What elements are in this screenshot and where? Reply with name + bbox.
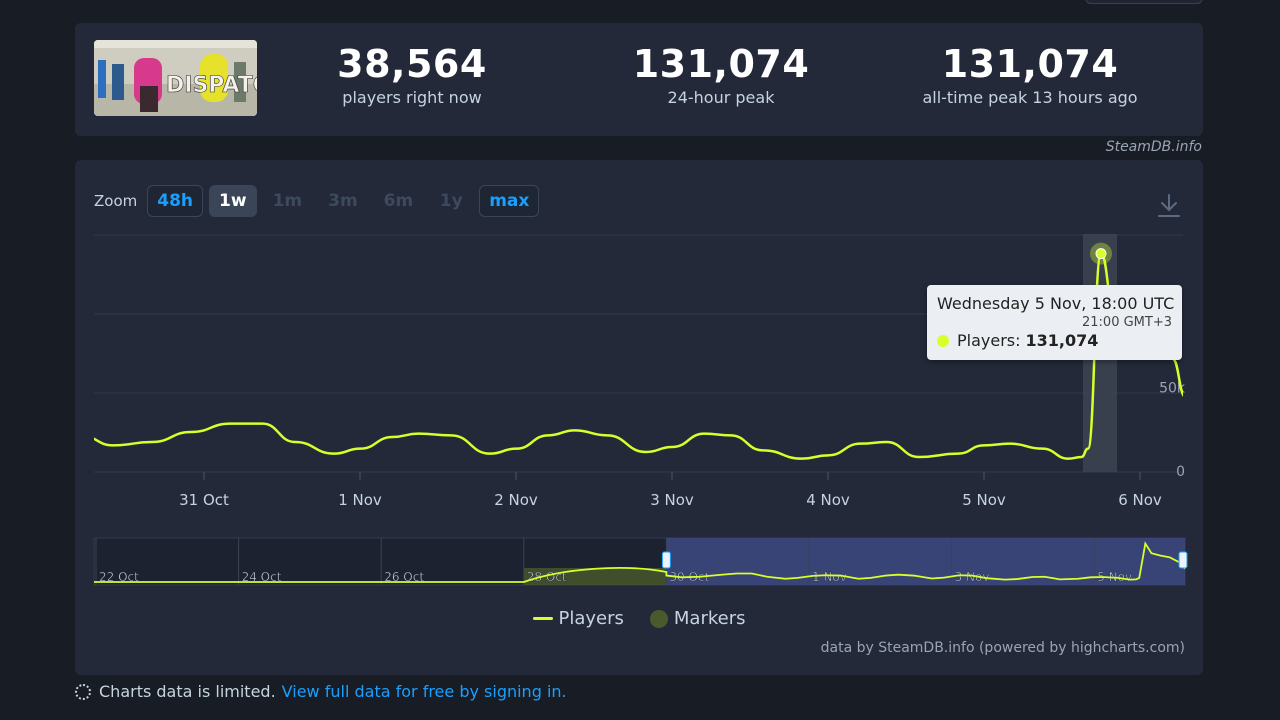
zoom-button-1w[interactable]: 1w — [209, 185, 257, 217]
x-tick-label: 3 Nov — [650, 491, 694, 509]
navigator-tick-label: 26 Oct — [384, 570, 424, 584]
game-logo-text: DISPATCH — [166, 73, 257, 98]
tooltip-series-label: Players: — [957, 331, 1021, 350]
tooltip-subtitle: 21:00 GMT+3 — [1082, 315, 1172, 330]
navigator-handle-right[interactable] — [1178, 551, 1188, 569]
navigator-tick-label: 3 Nov — [955, 570, 990, 584]
game-thumbnail-art: DISPATCH — [94, 40, 257, 116]
navigator-handle-left[interactable] — [661, 551, 671, 569]
footer-notice: Charts data is limited. View full data f… — [75, 682, 567, 701]
zoom-button-max[interactable]: max — [479, 185, 540, 217]
tooltip-row: Players: 131,074 — [937, 331, 1098, 350]
player-count-chart[interactable]: 31 Oct 1 Nov 2 Nov 3 Nov 4 Nov 5 Nov 6 Nov050k… — [75, 160, 1203, 600]
stat-label: all-time peak 13 hours ago — [922, 88, 1138, 107]
stat-all-time-peak: 131,074 all-time peak 13 hours ago — [900, 41, 1160, 108]
navigator-tick-label: 22 Oct — [99, 570, 139, 584]
steamdb-credit[interactable]: SteamDB.info — [1105, 139, 1202, 155]
chart-legend: Players Markers — [75, 608, 1203, 629]
tooltip-value: 131,074 — [1025, 331, 1099, 350]
chart-panel: Zoom 48h 1w 1m 3m 6m 1y max 31 Oct 1 Nov 2 Nov 3 … — [75, 160, 1203, 675]
navigator-tick-label: 24 Oct — [242, 570, 282, 584]
zoom-button-3m: 3m — [328, 191, 358, 211]
x-tick-label: 5 Nov — [962, 491, 1006, 509]
stat-value: 131,074 — [632, 42, 810, 86]
stat-current-players: 38,564 players right now — [282, 41, 542, 108]
zoom-button-48h[interactable]: 48h — [147, 185, 204, 217]
legend-item-players[interactable]: Players — [532, 608, 624, 629]
legend-line-icon — [532, 617, 553, 620]
stats-panel: DISPATCH 38,564 players right now 131,07… — [75, 23, 1203, 136]
tooltip-series-dot — [937, 334, 949, 347]
chart-credit[interactable]: data by SteamDB.info (powered by highcha… — [820, 640, 1185, 656]
stat-value: 131,074 — [941, 42, 1119, 86]
navigator-series-line — [94, 541, 1186, 583]
game-thumbnail[interactable]: DISPATCH — [94, 40, 257, 116]
x-tick-label: 31 Oct — [179, 491, 229, 509]
stat-value: 38,564 — [337, 42, 487, 86]
highlight-point[interactable] — [1095, 248, 1107, 260]
download-icon[interactable] — [1157, 193, 1181, 219]
zoom-controls: Zoom 48h 1w 1m 3m 6m 1y max — [94, 184, 545, 218]
legend-label: Players — [558, 608, 624, 629]
x-tick-label: 4 Nov — [806, 491, 850, 509]
legend-label: Markers — [673, 608, 746, 629]
zoom-label: Zoom — [94, 192, 138, 210]
tooltip-title: Wednesday 5 Nov, 18:00 UTC — [937, 294, 1175, 313]
stat-label: 24-hour peak — [667, 88, 775, 107]
stat-24h-peak: 131,074 24-hour peak — [591, 41, 851, 108]
stat-label: players right now — [342, 88, 482, 107]
chart-tooltip: Wednesday 5 Nov, 18:00 UTC 21:00 GMT+3 P… — [927, 285, 1182, 360]
footer-text: Charts data is limited. — [99, 682, 276, 701]
navigator-tick-label: 1 Nov — [812, 570, 847, 584]
top-control[interactable] — [1085, 0, 1203, 4]
zoom-button-1m: 1m — [272, 191, 303, 211]
x-tick-label: 6 Nov — [1118, 491, 1162, 509]
zoom-button-1y: 1y — [439, 191, 463, 211]
legend-dot-icon — [649, 609, 668, 628]
limited-data-icon — [75, 683, 91, 700]
legend-item-markers[interactable]: Markers — [649, 608, 746, 629]
x-tick-label: 1 Nov — [338, 491, 382, 509]
zoom-button-6m: 6m — [383, 191, 414, 211]
y-tick-label: 0 — [1176, 464, 1185, 480]
x-tick-label: 2 Nov — [494, 491, 538, 509]
players-series-line[interactable] — [81, 252, 1186, 460]
sign-in-link[interactable]: View full data for free by signing in. — [281, 682, 567, 701]
